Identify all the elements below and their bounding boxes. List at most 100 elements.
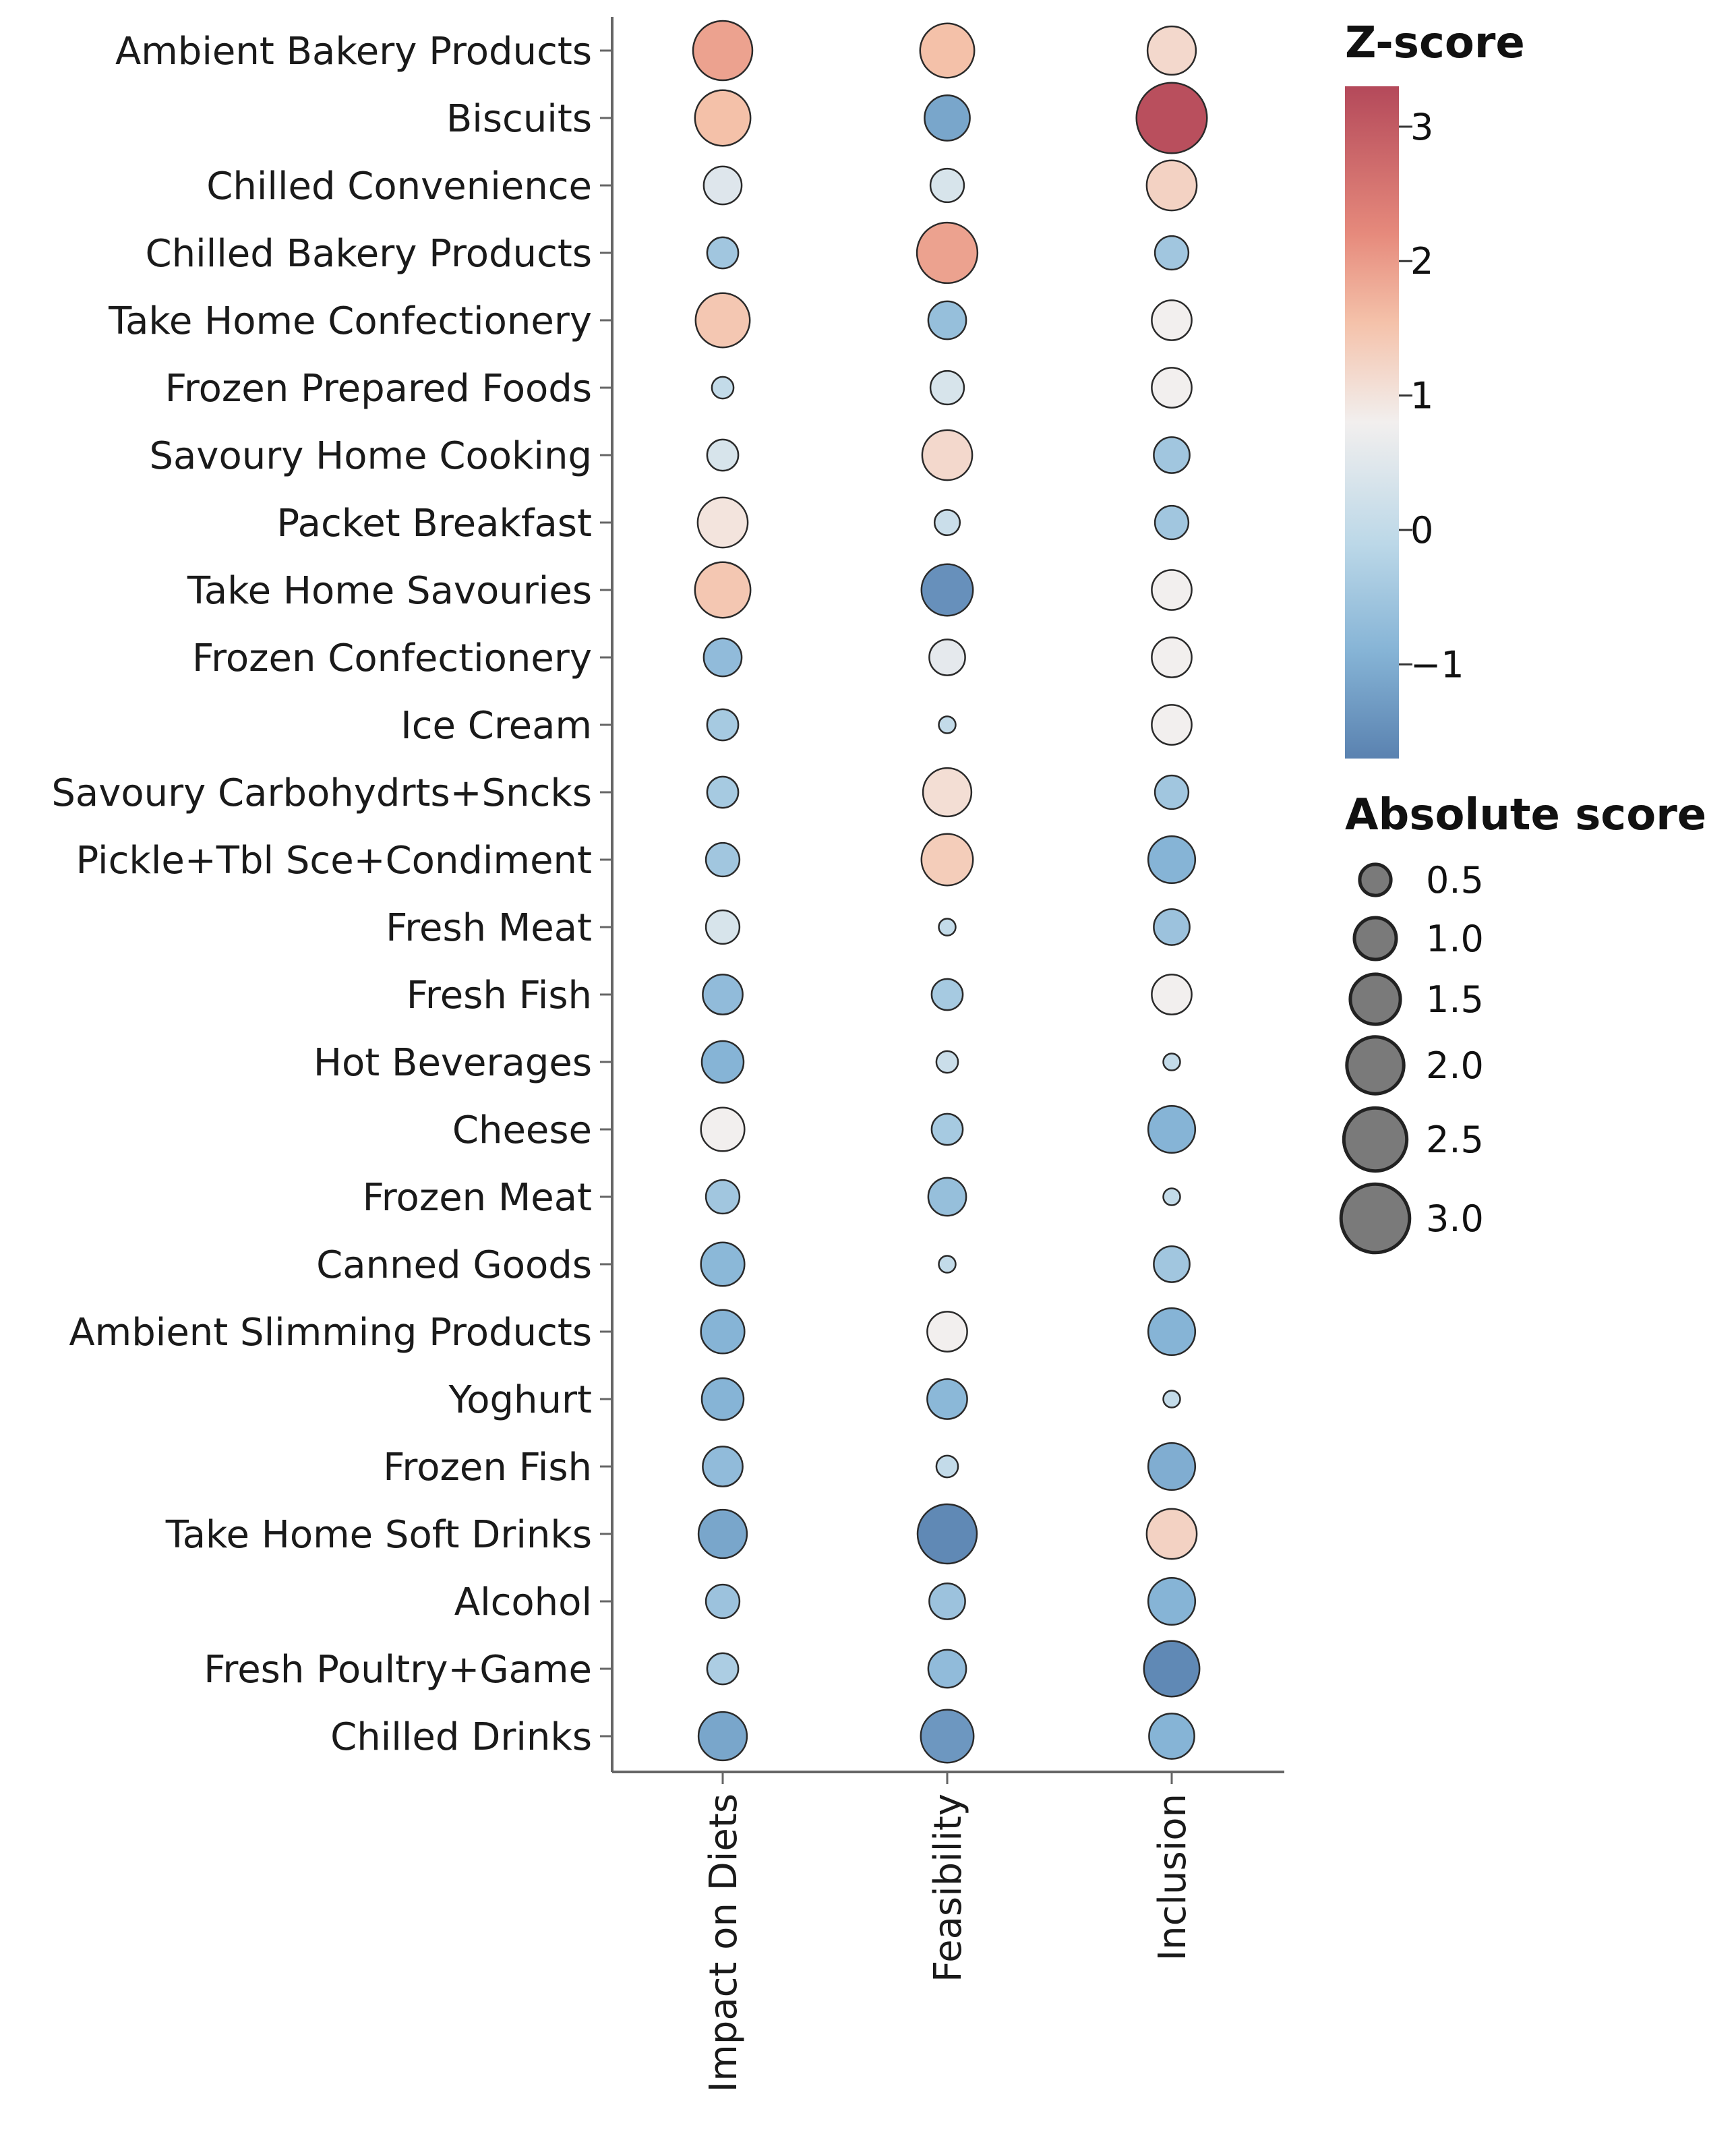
size-legend-label: 1.5 [1426, 978, 1484, 1021]
size-legend-label: 3.0 [1426, 1197, 1484, 1240]
size-legend-swatch [1348, 972, 1402, 1026]
bubble [930, 978, 964, 1011]
z-score-legend: Z-score 3 2 1 0 −1 [1345, 18, 1525, 759]
bubble [927, 300, 967, 340]
bubble [933, 508, 961, 537]
category-label: Frozen Meat [363, 1176, 592, 1220]
bubble [929, 167, 965, 204]
bubble [926, 1378, 968, 1420]
bubble [928, 639, 966, 676]
bubble [702, 165, 743, 206]
bubble [1154, 504, 1190, 541]
bubble [1151, 299, 1193, 341]
size-legend-swatch [1358, 862, 1393, 897]
category-label: Savoury Carbohydrts+Sncks [51, 771, 592, 815]
bubble [938, 1255, 957, 1274]
bubble [930, 1113, 964, 1146]
bubble [921, 429, 974, 481]
category-label: Alcohol [454, 1580, 592, 1624]
bubble [920, 833, 974, 887]
bubble [929, 369, 965, 406]
bubble [919, 22, 976, 79]
bubble [706, 236, 740, 270]
bubble [1162, 1053, 1181, 1071]
metric-label: Feasibility [926, 1794, 970, 1982]
bubble [706, 775, 740, 809]
z-score-tick-label: 2 [1410, 240, 1433, 283]
category-label: Take Home Confectionery [108, 299, 592, 343]
bubble [697, 1508, 748, 1560]
bubble [1154, 774, 1190, 810]
bubble [1143, 1640, 1201, 1698]
category-label: Yoghurt [448, 1378, 592, 1422]
z-score-tick-label: 0 [1410, 509, 1433, 552]
bubble [694, 561, 752, 619]
category-label: Canned Goods [316, 1243, 592, 1287]
bubble [1151, 974, 1193, 1015]
bubble [1145, 159, 1198, 212]
bubble [694, 292, 751, 349]
bubble [1153, 436, 1191, 474]
bubble [935, 1050, 959, 1074]
bubble [916, 221, 979, 285]
bubble [702, 637, 743, 678]
size-legend-label: 1.0 [1426, 918, 1484, 960]
bubble [702, 1446, 744, 1487]
size-legend-swatch [1342, 1106, 1409, 1173]
bubble [700, 1106, 746, 1152]
bubble [1147, 1442, 1197, 1491]
bubble [1151, 636, 1193, 678]
metric-label: Inclusion [1151, 1794, 1195, 1961]
z-score-tick-label: −1 [1410, 643, 1464, 686]
category-label: Ambient Bakery Products [115, 30, 592, 73]
bubble [1147, 1576, 1197, 1626]
bubble [697, 1711, 748, 1762]
z-score-tick-label: 3 [1410, 106, 1433, 148]
size-legend-label: 0.5 [1426, 859, 1484, 901]
bubble [938, 918, 957, 937]
z-score-color-bar [1345, 86, 1399, 759]
category-label: Cheese [452, 1108, 592, 1152]
metric-label: Impact on Diets [702, 1794, 746, 2092]
z-score-tick-label: 1 [1410, 375, 1433, 417]
size-legend-swatch [1345, 1035, 1406, 1096]
bubble [706, 708, 740, 742]
size-legend-swatch [1339, 1182, 1412, 1255]
category-label: Chilled Convenience [206, 165, 592, 208]
category-label: Savoury Home Cooking [149, 434, 592, 478]
bubble [700, 1040, 745, 1084]
size-legend-label: 2.5 [1426, 1119, 1484, 1161]
bubble [706, 1652, 740, 1686]
bubble-marks [692, 20, 1208, 1764]
bubble [1162, 1187, 1181, 1206]
category-label: Fresh Fish [407, 974, 592, 1017]
bubble [920, 563, 974, 617]
bubble [1135, 82, 1208, 154]
bubble [927, 1177, 967, 1217]
category-label: Hot Beverages [313, 1041, 592, 1085]
category-label: Ambient Slimming Products [69, 1311, 592, 1355]
bubble [705, 909, 741, 945]
bubble [1151, 569, 1193, 611]
category-label: Packet Breakfast [276, 502, 592, 545]
category-label: Fresh Poultry+Game [204, 1648, 592, 1692]
bubble [920, 1709, 975, 1764]
bubble [694, 89, 752, 147]
category-label: Take Home Savouries [187, 569, 592, 613]
bubble [916, 1503, 978, 1565]
bubble [1153, 908, 1191, 946]
bubble [928, 1582, 966, 1620]
bubble [705, 1583, 741, 1620]
bubble [927, 1649, 967, 1689]
category-label: Frozen Confectionery [192, 636, 592, 680]
bubble [1146, 25, 1197, 76]
category-label: Ice Cream [400, 704, 592, 748]
bubble [1154, 235, 1190, 271]
bubble [1147, 835, 1197, 885]
bubble [705, 1179, 741, 1215]
bubble [1151, 704, 1193, 746]
bubble [692, 20, 754, 82]
bubble [696, 496, 749, 549]
category-label: Biscuits [446, 97, 592, 141]
